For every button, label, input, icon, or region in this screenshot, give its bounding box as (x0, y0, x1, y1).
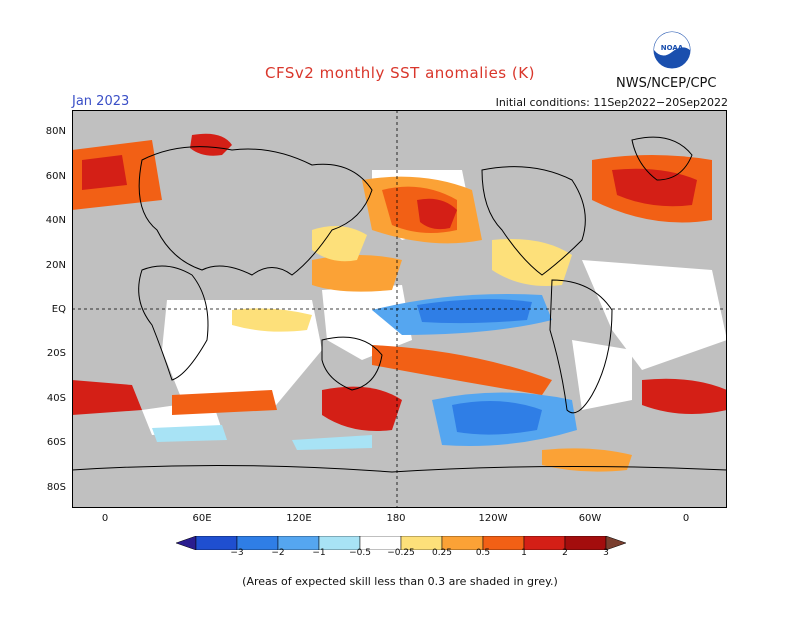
svg-text:NOAA: NOAA (661, 44, 684, 52)
lat-label: 20S (46, 348, 66, 359)
lat-label: 60S (46, 437, 66, 448)
negative-anomalies (152, 294, 577, 450)
lon-label: 0 (682, 513, 690, 524)
noaa-logo: NOAA (652, 30, 692, 70)
colorbar (176, 536, 626, 550)
lon-label: 60W (578, 513, 602, 524)
lon-label: 120W (478, 513, 508, 524)
colorbar-tick-label: −2 (271, 548, 285, 558)
colorbar-tick-label: −0.5 (349, 548, 371, 558)
lat-label: 80S (46, 482, 66, 493)
colorbar-tick-label: −0.25 (387, 548, 415, 558)
colorbar-tick-label: 3 (603, 548, 609, 558)
initial-conditions: Initial conditions: 11Sep2022−20Sep2022 (495, 96, 728, 109)
colorbar-tick-label: −1 (312, 548, 326, 558)
valid-month: Jan 2023 (72, 94, 130, 109)
lat-label: EQ (51, 304, 66, 315)
lat-label: 40S (46, 393, 66, 404)
colorbar-tick-label: 1 (521, 548, 527, 558)
colorbar-max-arrow (605, 536, 626, 550)
colorbar-tick-label: 0.5 (475, 548, 491, 558)
lon-label: 60E (192, 513, 212, 524)
colorbar-tick-label: 0.25 (431, 548, 453, 558)
lon-label: 120E (286, 513, 312, 524)
lat-label: 80N (45, 126, 66, 137)
positive-anomalies (72, 133, 727, 472)
colorbar-tick-label: −3 (230, 548, 244, 558)
map-frame (72, 110, 727, 508)
map-title: CFSv2 monthly SST anomalies (K) (265, 64, 535, 82)
lon-label: 180 (386, 513, 406, 524)
colorbar-min-arrow (176, 536, 197, 550)
lon-label: 0 (101, 513, 109, 524)
continent-outlines (72, 136, 727, 508)
lat-label: 60N (45, 171, 66, 182)
sst-anomaly-map (72, 110, 727, 508)
lat-label: 40N (45, 215, 66, 226)
skill-footnote: (Areas of expected skill less than 0.3 a… (242, 575, 558, 588)
agency-label: NWS/NCEP/CPC (616, 76, 717, 91)
lat-label: 20N (45, 260, 66, 271)
colorbar-tick-label: 2 (562, 548, 568, 558)
